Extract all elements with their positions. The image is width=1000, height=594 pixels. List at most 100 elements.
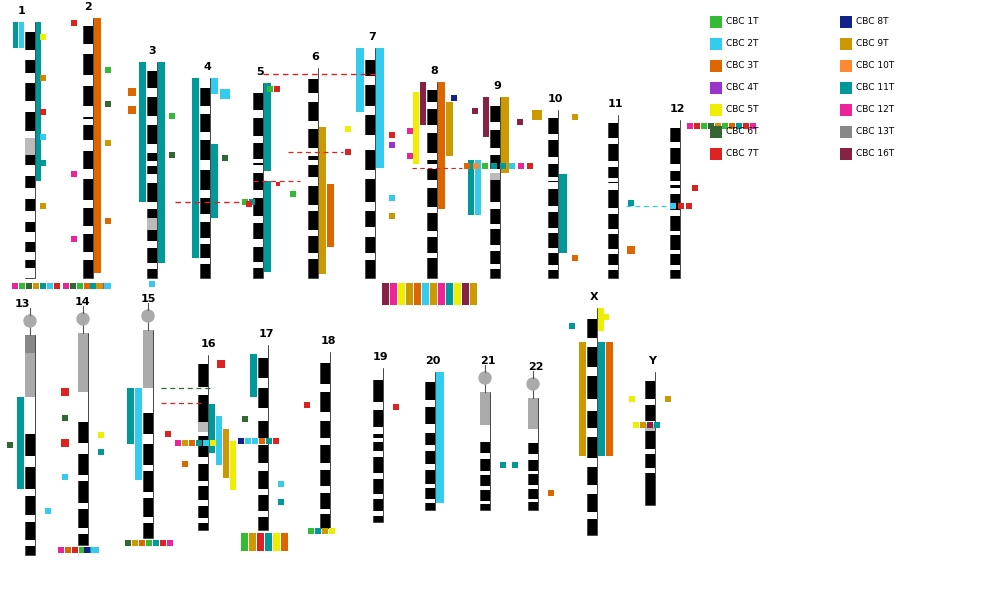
Bar xyxy=(390,283,397,305)
Bar xyxy=(608,160,618,167)
Text: CBC 2T: CBC 2T xyxy=(726,39,758,49)
Bar xyxy=(308,148,318,156)
Bar xyxy=(438,82,445,210)
Bar xyxy=(83,18,93,278)
Bar xyxy=(373,511,383,516)
Bar xyxy=(480,392,490,510)
Text: 3: 3 xyxy=(148,46,156,56)
Bar xyxy=(427,153,437,160)
Text: CBC 9T: CBC 9T xyxy=(856,39,889,49)
Text: 21: 21 xyxy=(480,356,496,366)
Bar xyxy=(645,467,655,473)
Bar xyxy=(710,60,722,72)
Bar xyxy=(36,22,41,181)
Bar xyxy=(253,83,263,278)
Bar xyxy=(78,443,88,454)
Bar xyxy=(198,355,208,364)
Bar xyxy=(320,486,330,493)
Bar xyxy=(606,342,613,456)
Bar xyxy=(490,264,500,269)
Bar xyxy=(241,533,248,551)
Bar xyxy=(198,481,208,486)
Bar xyxy=(587,308,597,320)
Text: 22: 22 xyxy=(528,362,544,372)
Text: CBC 11T: CBC 11T xyxy=(856,84,894,93)
Text: CBC 6T: CBC 6T xyxy=(726,128,759,137)
Bar xyxy=(608,184,618,190)
Bar xyxy=(548,134,558,140)
Bar xyxy=(308,253,318,259)
Bar xyxy=(257,533,264,551)
Bar xyxy=(143,517,153,523)
Text: CBC 12T: CBC 12T xyxy=(856,106,894,115)
Bar xyxy=(670,266,680,270)
Bar xyxy=(608,138,618,144)
Bar xyxy=(308,68,318,78)
Text: CBC 13T: CBC 13T xyxy=(856,128,894,137)
Bar xyxy=(356,48,364,112)
Bar xyxy=(25,268,35,278)
Bar xyxy=(425,499,435,503)
Bar xyxy=(373,402,383,410)
Bar xyxy=(670,210,680,216)
Bar xyxy=(587,485,597,494)
Bar xyxy=(308,230,318,236)
Text: 7: 7 xyxy=(368,32,376,42)
Bar xyxy=(462,283,469,305)
Bar xyxy=(425,400,435,406)
Bar xyxy=(840,104,852,116)
Bar xyxy=(78,333,88,397)
Bar xyxy=(425,372,435,510)
Bar xyxy=(365,252,375,260)
Bar xyxy=(587,458,597,467)
Bar xyxy=(490,148,500,155)
Bar xyxy=(211,78,218,94)
Bar xyxy=(483,97,489,137)
Bar xyxy=(25,456,35,467)
Text: 18: 18 xyxy=(320,336,336,346)
Bar xyxy=(258,345,268,530)
Bar xyxy=(608,265,618,270)
Bar xyxy=(25,397,35,434)
Bar xyxy=(319,127,326,274)
Bar xyxy=(253,263,263,268)
Bar xyxy=(253,135,263,143)
Text: CBC 4T: CBC 4T xyxy=(726,84,758,93)
Bar xyxy=(710,16,722,28)
Bar xyxy=(78,528,88,535)
Bar xyxy=(645,422,655,431)
Bar xyxy=(480,453,490,459)
Bar xyxy=(587,308,597,535)
Bar xyxy=(548,157,558,164)
Bar xyxy=(143,330,153,538)
Bar xyxy=(670,120,680,278)
Bar xyxy=(83,169,93,179)
Text: CBC 10T: CBC 10T xyxy=(856,62,894,71)
Bar xyxy=(548,228,558,233)
Bar xyxy=(427,180,437,188)
Bar xyxy=(608,208,618,214)
Bar xyxy=(147,62,157,71)
Bar xyxy=(127,388,134,444)
Bar xyxy=(25,73,35,83)
Bar xyxy=(528,398,538,510)
Bar xyxy=(710,82,722,94)
Bar xyxy=(365,202,375,211)
Bar xyxy=(840,148,852,160)
Bar xyxy=(548,182,558,189)
Bar xyxy=(198,500,208,505)
Bar xyxy=(19,22,24,48)
Bar xyxy=(216,416,222,465)
Bar xyxy=(281,533,288,551)
Bar xyxy=(83,140,93,151)
Bar xyxy=(83,106,93,117)
Bar xyxy=(670,142,680,148)
Bar xyxy=(413,92,419,165)
Bar xyxy=(17,397,24,489)
Bar xyxy=(475,160,481,214)
Bar xyxy=(83,200,93,208)
Text: 14: 14 xyxy=(75,297,91,307)
Circle shape xyxy=(479,372,491,384)
Bar xyxy=(427,252,437,258)
Bar xyxy=(147,174,157,183)
